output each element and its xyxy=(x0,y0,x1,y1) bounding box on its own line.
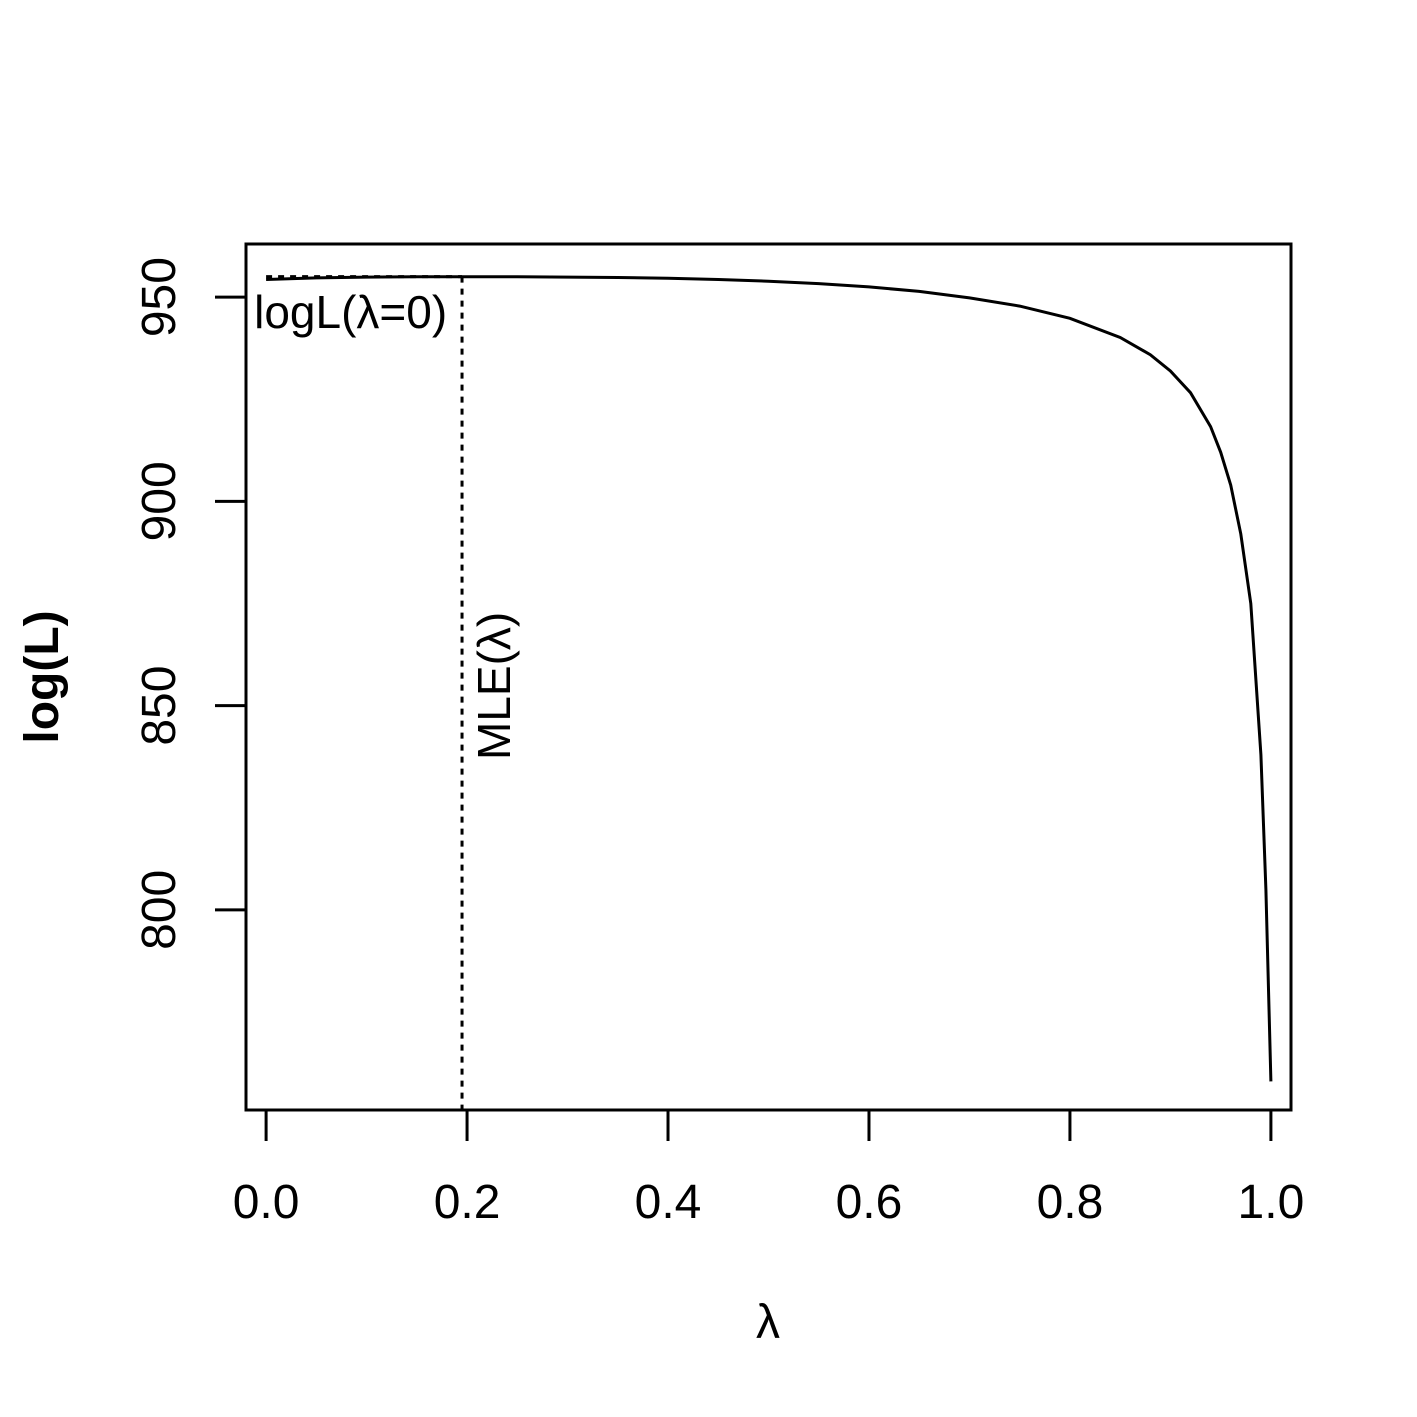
x-tick-label: 0.6 xyxy=(836,1176,903,1229)
plot-marks: logL(λ=0) MLE(λ) xyxy=(254,275,1273,1110)
y-tick-label: 800 xyxy=(133,870,186,950)
x-tick-label: 0.4 xyxy=(635,1176,702,1229)
y-tick-label: 850 xyxy=(133,666,186,746)
y-axis-title: log(L) xyxy=(16,610,69,743)
x-tick-label: 0.0 xyxy=(233,1176,300,1229)
mle-label: MLE(λ) xyxy=(468,612,520,760)
y-tick-label: 950 xyxy=(133,257,186,337)
x-axis-title: λ xyxy=(756,1296,780,1349)
x-tick-label: 1.0 xyxy=(1238,1176,1305,1229)
x-tick-label: 0.2 xyxy=(434,1176,501,1229)
plot-box xyxy=(244,242,1293,1112)
y-axis: 800 850 900 950 xyxy=(133,257,248,950)
x-tick-label: 0.8 xyxy=(1037,1176,1104,1229)
y-tick-label: 900 xyxy=(133,461,186,541)
loglikelihood-curve xyxy=(266,275,1273,1082)
loglik-at-zero-label: logL(λ=0) xyxy=(254,286,447,338)
x-axis: 0.0 0.2 0.4 0.6 0.8 1.0 xyxy=(233,1108,1305,1229)
